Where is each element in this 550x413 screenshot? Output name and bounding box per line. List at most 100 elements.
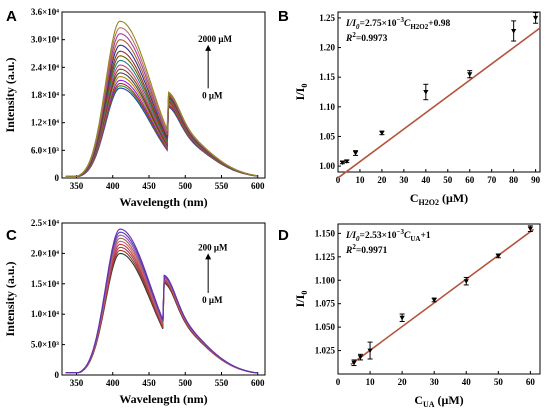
panel-letter: D <box>278 227 289 244</box>
x-tick-label: 50 <box>443 175 453 185</box>
annotation-bottom: 0 μM <box>202 90 223 100</box>
x-tick-label: 0 <box>336 377 341 387</box>
x-tick-label: 550 <box>215 378 229 388</box>
spectrum-line <box>65 228 257 374</box>
data-point <box>533 15 539 21</box>
y-title-main: I/I <box>293 87 307 100</box>
x-tick-label: 350 <box>70 181 84 191</box>
y-axis-title: Intensity (a.u.) <box>3 57 17 132</box>
x-tick-label: 500 <box>179 378 193 388</box>
x-title-units: (μM) <box>435 393 464 407</box>
panel-letter: C <box>6 227 17 244</box>
eq-sub: 0 <box>356 235 360 243</box>
x-tick-label: 50 <box>494 377 504 387</box>
spectrum-line <box>65 240 257 374</box>
y-tick-label: 1.100 <box>315 275 336 285</box>
y-tick-label: 1.25 <box>319 13 335 23</box>
x-tick-label: 550 <box>215 181 229 191</box>
panel-c: 350 400 450 500 550 600 0 5.0×10³ 1.0×10⁴ 1.5×10⁴… <box>3 218 266 406</box>
arrow-head <box>205 253 212 260</box>
y-tick-label: 6.0×10³ <box>31 145 59 155</box>
eq-left: I/I <box>345 19 356 29</box>
r-squared: R2=0.9971 <box>345 243 388 256</box>
data-point <box>467 72 473 77</box>
r2-value: =0.9973 <box>356 34 388 44</box>
y-title-sub: 0 <box>300 291 309 295</box>
y-title-main: I/I <box>293 294 307 307</box>
y-tick-label: 1.2×10⁴ <box>31 118 59 128</box>
panel-a: 350 400 450 500 550 600 0 6.0×10³ 1.2×10⁴ 1.8×10⁴… <box>3 7 266 209</box>
panel-letter: B <box>278 8 289 25</box>
spectrum-line <box>65 237 257 374</box>
x-title-sub: UA <box>423 400 435 409</box>
x-tick-label: 600 <box>251 181 265 191</box>
r2-sup: 2 <box>352 31 356 39</box>
data-point <box>339 160 345 166</box>
x-tick-label: 30 <box>430 377 440 387</box>
r2-label: R <box>345 34 352 44</box>
x-tick-label: 0 <box>336 175 341 185</box>
y-axis-title: I/I0 <box>293 291 309 308</box>
x-tick-label: 450 <box>142 181 156 191</box>
x-axis-title: Wavelength (nm) <box>119 392 207 406</box>
y-axis-title: Intensity (a.u.) <box>3 261 17 336</box>
y-tick-label: 0 <box>55 370 60 380</box>
y-tick-label: 2.4×10⁴ <box>31 62 59 72</box>
eq-left: I/I <box>345 231 356 241</box>
eq-mid: =2.75×10 <box>360 19 397 29</box>
x-axis-title: CUA (μM) <box>414 393 463 409</box>
y-tick-label: 1.15 <box>319 72 335 82</box>
y-axis-title: I/I0 <box>293 84 309 101</box>
x-tick-label: 30 <box>399 175 409 185</box>
y-tick-label: 1.5×10⁴ <box>31 279 59 289</box>
x-tick-label: 400 <box>106 378 120 388</box>
plot-frame <box>337 11 541 173</box>
r2-label: R <box>345 246 352 256</box>
x-tick-label: 90 <box>531 175 541 185</box>
y-tick-label: 1.025 <box>315 346 336 356</box>
data-point <box>463 279 469 284</box>
y-tick-label: 1.20 <box>319 43 335 53</box>
y-tick-label: 3.6×10⁴ <box>31 7 59 17</box>
data-point <box>351 360 357 366</box>
spectrum-line <box>65 252 257 374</box>
eq-exp: −3 <box>397 16 405 24</box>
annotation-top: 200 μM <box>198 242 228 252</box>
x-tick-label: 400 <box>106 181 120 191</box>
r2-sup: 2 <box>352 243 356 251</box>
y-tick-label: 1.050 <box>315 322 336 332</box>
x-tick-label: 10 <box>355 175 365 185</box>
y-tick-label: 1.0×10⁴ <box>31 309 59 319</box>
fit-line <box>350 228 535 366</box>
x-tick-label: 350 <box>70 378 84 388</box>
x-tick-label: 20 <box>377 175 387 185</box>
x-tick-label: 80 <box>509 175 519 185</box>
eq-end: +0.98 <box>428 19 450 29</box>
panel-letter: A <box>6 8 17 25</box>
spectrum-line <box>65 20 258 177</box>
data-point <box>495 253 501 259</box>
y-tick-label: 5.0×10³ <box>31 340 59 350</box>
eq-c: C <box>404 19 411 29</box>
y-tick-label: 2.5×10⁴ <box>31 218 59 228</box>
plot-frame <box>61 222 266 376</box>
x-tick-label: 450 <box>142 378 156 388</box>
eq-mid: =2.53×10 <box>360 231 397 241</box>
data-point <box>399 315 405 321</box>
x-title-main: C <box>410 191 419 205</box>
x-title-units: (μM) <box>439 191 468 205</box>
panel-d: 0 10 20 30 40 50 601.0251.0501.0751.1001.1251.… <box>278 223 541 409</box>
x-tick-label: 20 <box>398 377 408 387</box>
y-tick-label: 1.075 <box>315 299 336 309</box>
r2-value: =0.9971 <box>356 246 388 256</box>
x-axis-title: Wavelength (nm) <box>119 195 207 209</box>
y-tick-label: 1.8×10⁴ <box>31 90 59 100</box>
data-point <box>352 151 359 156</box>
data-point <box>527 226 533 232</box>
eq-c-sub: UA <box>410 235 420 243</box>
spectrum-line <box>65 249 257 374</box>
data-point <box>431 297 437 303</box>
spectrum-line <box>65 243 257 374</box>
x-axis-title: CH2O2 (μM) <box>410 191 468 207</box>
data-point <box>511 28 517 34</box>
